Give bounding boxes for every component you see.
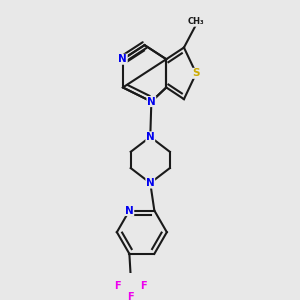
- Text: N: N: [146, 178, 154, 188]
- Text: F: F: [114, 281, 121, 291]
- Text: S: S: [192, 68, 200, 78]
- Text: F: F: [140, 281, 147, 291]
- Text: F: F: [128, 292, 134, 300]
- Text: N: N: [118, 54, 127, 64]
- Text: N: N: [125, 206, 134, 215]
- Text: CH₃: CH₃: [188, 17, 205, 26]
- Text: N: N: [147, 97, 156, 106]
- Text: N: N: [146, 132, 154, 142]
